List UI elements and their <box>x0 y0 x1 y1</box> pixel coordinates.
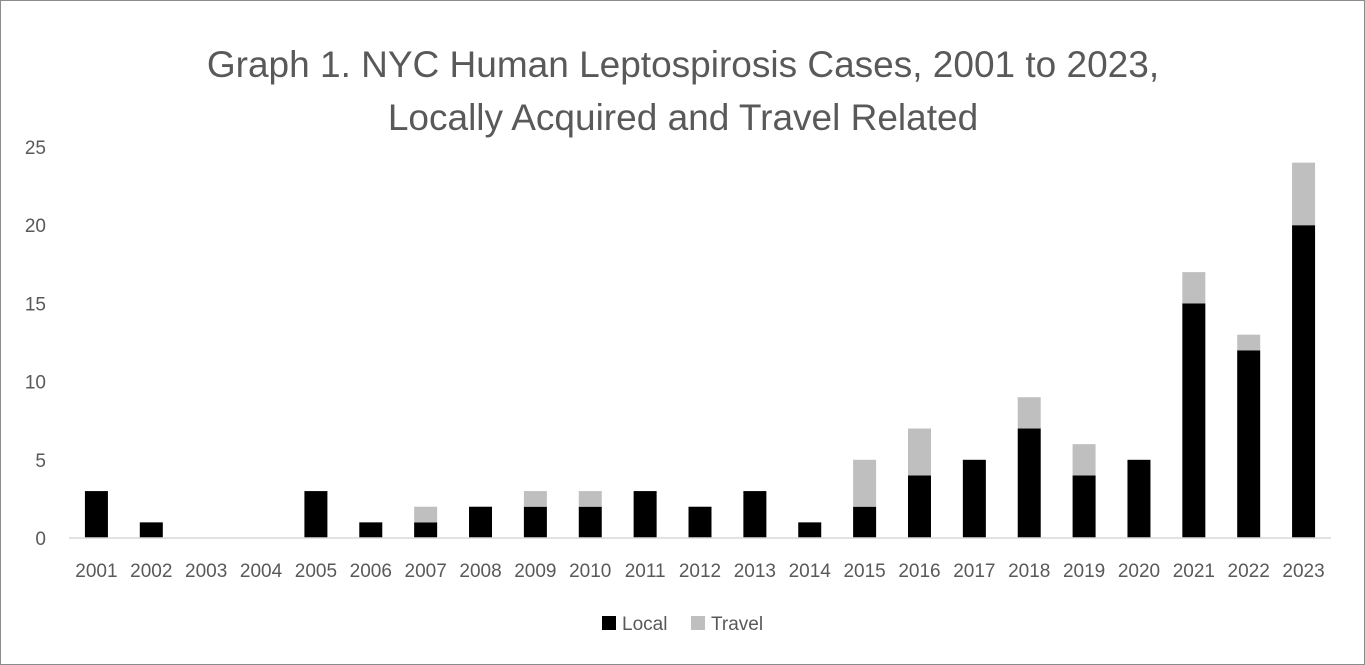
bar-local <box>1072 475 1096 538</box>
bar-local <box>688 506 712 538</box>
x-tick-label: 2017 <box>953 561 995 582</box>
bar-local <box>578 506 602 538</box>
chart-title-line-1: Graph 1. NYC Human Leptospirosis Cases, … <box>207 44 1159 85</box>
bar-travel <box>1072 444 1096 476</box>
legend-label-travel: Travel <box>711 614 763 635</box>
y-tick-label: 20 <box>25 216 46 237</box>
bar-local <box>798 522 822 538</box>
x-tick-label: 2018 <box>1008 561 1050 582</box>
bar-travel <box>853 459 877 507</box>
y-tick-label: 10 <box>25 373 46 394</box>
y-axis: 0 5 10 15 20 25 <box>25 138 46 550</box>
y-tick-label: 5 <box>35 451 46 472</box>
bar-local <box>304 491 328 538</box>
bar-local <box>1017 428 1041 538</box>
bar-local <box>743 491 767 538</box>
x-tick-label: 2009 <box>514 561 556 582</box>
bars <box>84 162 1316 538</box>
bar-local <box>1182 303 1206 538</box>
x-tick-label: 2023 <box>1282 561 1324 582</box>
x-tick-label: 2010 <box>569 561 611 582</box>
x-tick-label: 2016 <box>898 561 940 582</box>
chart-title-line-2: Locally Acquired and Travel Related <box>388 97 978 138</box>
x-tick-label: 2007 <box>405 561 447 582</box>
bar-local <box>84 491 108 538</box>
bar-local <box>414 522 438 538</box>
bar-travel <box>414 506 438 523</box>
bar-local <box>1237 350 1261 538</box>
x-tick-label: 2019 <box>1063 561 1105 582</box>
bar-local <box>853 506 877 538</box>
x-tick-label: 2005 <box>295 561 337 582</box>
bar-travel <box>907 428 931 476</box>
x-tick-label: 2022 <box>1228 561 1270 582</box>
bar-travel <box>1237 334 1261 351</box>
bar-travel <box>1017 397 1041 429</box>
bar-local <box>1127 459 1151 538</box>
x-tick-label: 2008 <box>459 561 501 582</box>
x-tick-label: 2004 <box>240 561 283 582</box>
x-tick-label: 2003 <box>185 561 227 582</box>
bar-travel <box>1292 162 1316 226</box>
x-tick-label: 2002 <box>130 561 172 582</box>
bar-local <box>1292 225 1316 538</box>
x-tick-label: 2006 <box>350 561 392 582</box>
bar-local <box>962 459 986 538</box>
bar-travel <box>1182 272 1206 304</box>
x-tick-label: 2014 <box>789 561 832 582</box>
bar-travel <box>578 491 602 507</box>
bar-local <box>469 506 493 538</box>
legend-swatch-local <box>602 616 616 630</box>
y-tick-label: 0 <box>35 529 46 550</box>
x-tick-label: 2012 <box>679 561 721 582</box>
legend: Local Travel <box>602 614 763 635</box>
bar-local <box>359 522 383 538</box>
x-tick-label: 2013 <box>734 561 776 582</box>
legend-label-local: Local <box>622 614 667 635</box>
bar-local <box>139 522 163 538</box>
bar-travel <box>523 491 547 507</box>
bar-local <box>523 506 547 538</box>
y-tick-label: 15 <box>25 294 46 315</box>
bar-local <box>633 491 657 538</box>
legend-swatch-travel <box>691 616 705 630</box>
x-tick-label: 2011 <box>625 561 666 582</box>
x-tick-label: 2015 <box>843 561 885 582</box>
x-tick-label: 2001 <box>75 561 117 582</box>
x-axis: 2001 2002 2003 2004 2005 2006 2007 2008 2009 2010… <box>75 561 1324 582</box>
bar-local <box>907 475 931 538</box>
x-tick-label: 2020 <box>1118 561 1160 582</box>
y-tick-label: 25 <box>25 138 46 159</box>
x-tick-label: 2021 <box>1173 561 1215 582</box>
